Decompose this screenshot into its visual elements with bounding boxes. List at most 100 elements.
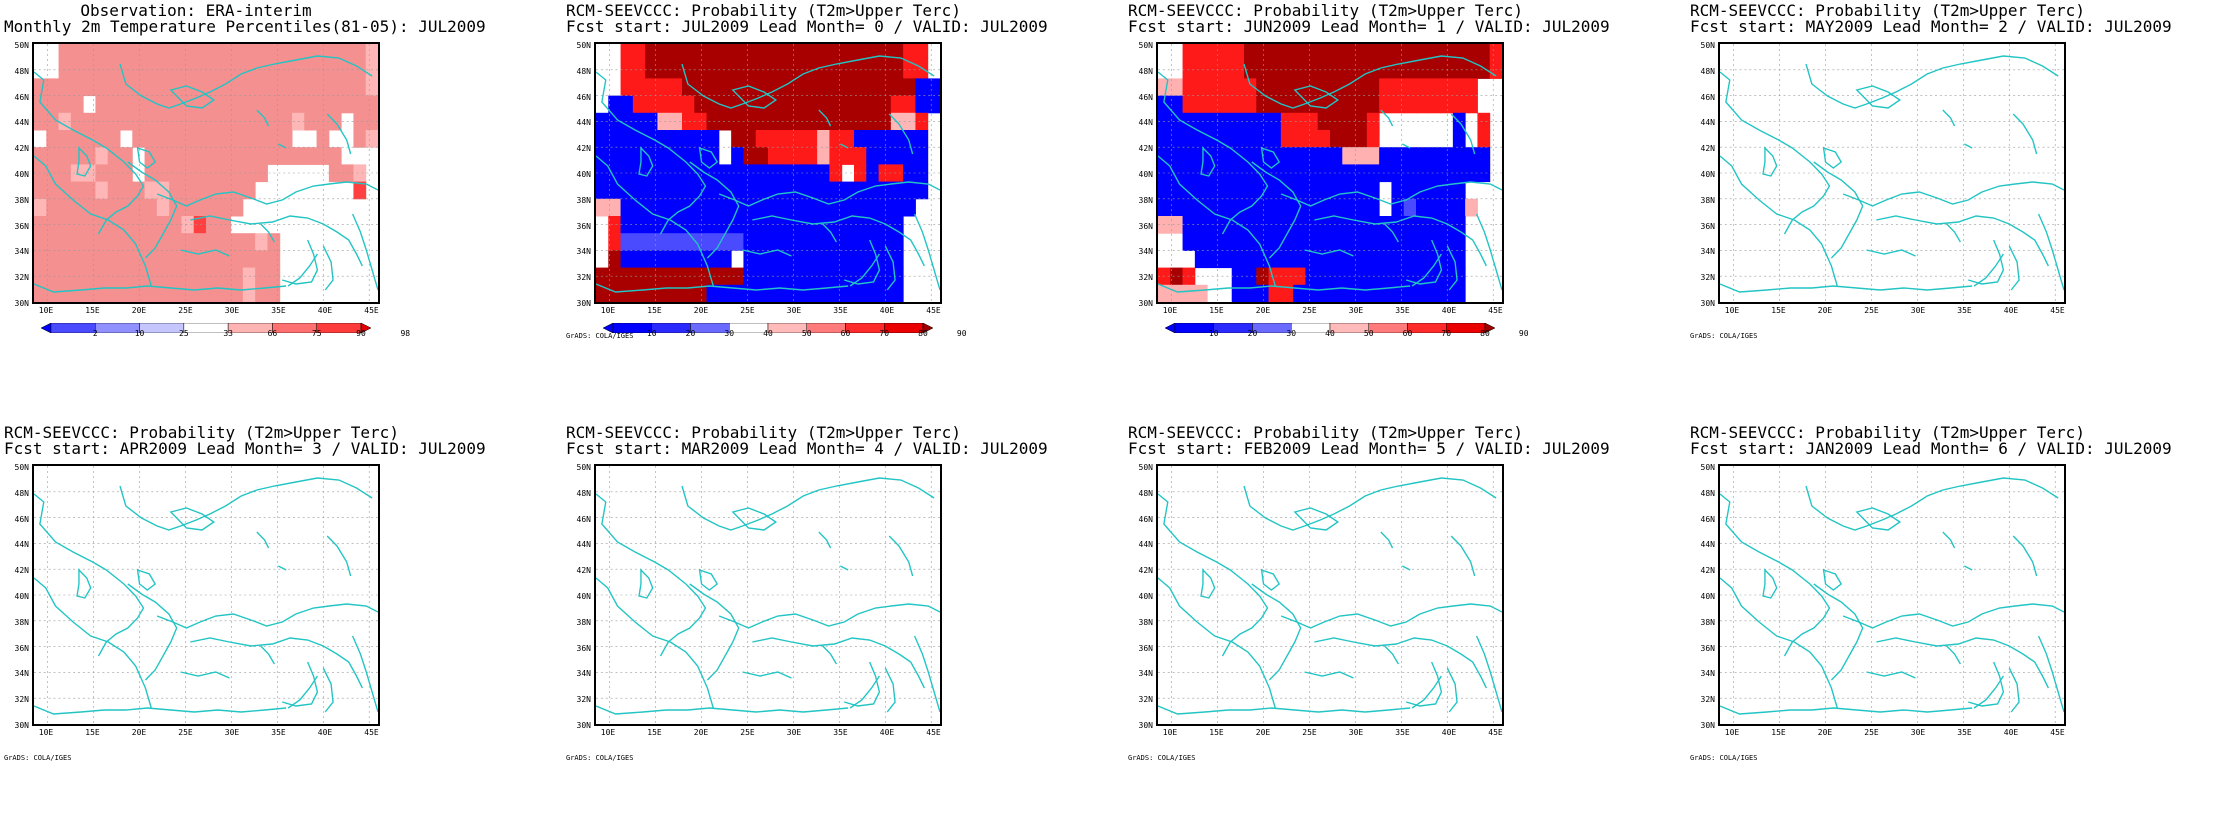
grid-cell xyxy=(890,78,904,97)
grid-cell xyxy=(1231,95,1245,114)
grid-cell xyxy=(292,44,305,62)
coastline xyxy=(260,223,275,243)
grid-cell xyxy=(1317,95,1331,114)
map-plot-area xyxy=(1156,42,1504,304)
lon-tick-label: 35E xyxy=(1957,306,1972,315)
grid-cell xyxy=(46,130,60,148)
coastline xyxy=(1158,705,1411,715)
grid-cell xyxy=(181,130,195,148)
grid-cell xyxy=(1366,44,1380,62)
grid-cell xyxy=(915,112,929,131)
grid-cell xyxy=(1256,284,1270,302)
lat-tick-label: 50N xyxy=(576,463,591,472)
map-plot-area xyxy=(32,42,380,304)
grid-cell xyxy=(120,198,133,217)
grid-cell xyxy=(903,130,916,148)
grid-cell xyxy=(169,216,182,234)
coastline xyxy=(731,85,778,109)
lat-tick-label: 48N xyxy=(576,488,591,498)
grid-cell xyxy=(353,61,367,79)
grid-cell xyxy=(1231,181,1245,200)
colorbar-label: 2 xyxy=(92,329,98,338)
grid-cell xyxy=(669,44,683,62)
lon-tick-label: 45E xyxy=(2050,306,2065,315)
grid-cell xyxy=(181,284,195,302)
grid-cell xyxy=(1268,181,1282,200)
map-plot-area xyxy=(594,42,942,304)
grid-cell xyxy=(292,95,305,114)
grid-cell xyxy=(706,284,720,302)
lat-tick-label: 44N xyxy=(1700,540,1715,550)
grid-cell xyxy=(755,61,769,79)
grid-cell xyxy=(1231,130,1245,148)
coastline xyxy=(1720,71,1831,235)
coastline xyxy=(1251,583,1302,681)
grid-cell xyxy=(817,181,830,200)
map-plot-area xyxy=(32,464,380,726)
grid-cell xyxy=(304,112,318,131)
grid-cell xyxy=(1440,147,1454,165)
grid-cell xyxy=(70,233,84,251)
coastline xyxy=(1968,239,2005,285)
grid-cell xyxy=(1452,147,1466,165)
lon-tick-label: 25E xyxy=(1864,728,1879,737)
grid-cell xyxy=(144,164,158,183)
lon-tick-label: 20E xyxy=(131,728,147,737)
grid-cell xyxy=(1366,250,1380,269)
grid-cell xyxy=(878,44,892,62)
grid-cell xyxy=(854,198,867,217)
grid-cell xyxy=(1317,61,1331,79)
grid-cell xyxy=(866,233,880,251)
grid-cell xyxy=(1170,216,1184,234)
lon-tick-label: 45E xyxy=(926,728,941,737)
grid-cell xyxy=(328,95,342,114)
map-plot-area xyxy=(1156,464,1504,726)
panel-title-line2: Fcst start: JUN2009 Lead Month= 1 / VALI… xyxy=(1128,17,1610,36)
lat-tick-label: 50N xyxy=(1138,463,1153,472)
grid-cell xyxy=(206,112,219,131)
grid-cell xyxy=(1403,181,1417,200)
grid-cell xyxy=(1330,267,1343,286)
grid-cell xyxy=(1379,233,1392,251)
grid-cell xyxy=(1231,284,1245,302)
grid-cell xyxy=(1170,95,1184,114)
map-panel-1: Observation: ERA-interim Monthly 2m Tempe… xyxy=(4,2,486,339)
coastline xyxy=(278,565,287,571)
coastline xyxy=(1243,55,1497,109)
grid-cell xyxy=(46,198,60,217)
grid-cell xyxy=(755,216,769,234)
grid-cell xyxy=(120,112,133,131)
coastline xyxy=(127,583,178,681)
colorbar-segment xyxy=(360,322,372,334)
colorbar-label: 60 xyxy=(1402,329,1413,338)
grid-cell xyxy=(878,181,892,200)
grid-cell xyxy=(841,95,855,114)
grid-cell xyxy=(608,112,622,131)
grid-cell xyxy=(768,95,781,114)
grid-cell xyxy=(792,267,806,286)
coastline xyxy=(1158,155,1276,287)
coastline xyxy=(1380,531,1394,549)
lat-tick-label: 34N xyxy=(576,247,591,257)
grid-cell xyxy=(156,130,170,148)
grid-cell xyxy=(193,147,207,165)
grid-cell xyxy=(632,284,646,302)
grid-cell xyxy=(755,181,769,200)
grid-cell xyxy=(829,44,843,62)
lat-tick-label: 46N xyxy=(1700,92,1715,102)
map-panel-3: RCM-SEEVCCC: Probability (T2m>Upper Terc… xyxy=(1128,2,1610,339)
grid-cell xyxy=(731,95,744,114)
grid-cell xyxy=(1440,44,1454,62)
grid-cell xyxy=(181,267,195,286)
grid-cell xyxy=(1330,181,1343,200)
grid-cell xyxy=(1391,147,1405,165)
panel-title-line2: Fcst start: MAR2009 Lead Month= 4 / VALI… xyxy=(566,439,1048,458)
grid-cell xyxy=(206,147,219,165)
grid-cell xyxy=(743,130,757,148)
coastline xyxy=(2008,667,2020,713)
grid-cell xyxy=(144,130,158,148)
grid-cell xyxy=(632,78,646,97)
grid-cell xyxy=(632,147,646,165)
grid-cell xyxy=(1194,147,1208,165)
panel-title-line2: Monthly 2m Temperature Percentiles(81-05… xyxy=(4,17,486,36)
